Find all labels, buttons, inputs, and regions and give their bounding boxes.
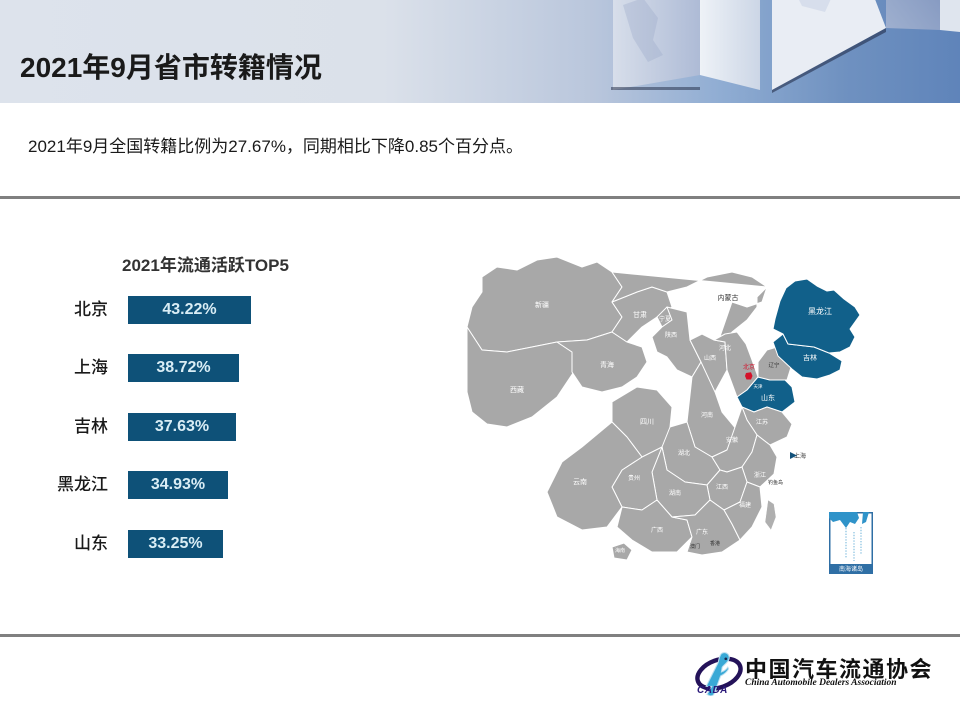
svg-text:黑龙江: 黑龙江	[808, 306, 832, 316]
svg-text:天津: 天津	[754, 383, 763, 390]
svg-text:湖北: 湖北	[678, 449, 690, 457]
svg-text:河南: 河南	[701, 411, 713, 419]
svg-text:甘肃: 甘肃	[633, 310, 647, 319]
svg-text:辽宁: 辽宁	[768, 361, 780, 369]
svg-text:青海: 青海	[600, 360, 614, 369]
svg-text:香港: 香港	[710, 540, 720, 547]
svg-text:广西: 广西	[651, 526, 663, 534]
svg-text:云南: 云南	[573, 477, 587, 486]
svg-text:山西: 山西	[704, 354, 716, 362]
svg-text:江苏: 江苏	[756, 418, 768, 426]
svg-text:河北: 河北	[719, 344, 731, 352]
svg-text:宁夏: 宁夏	[659, 315, 671, 323]
svg-text:湖南: 湖南	[669, 489, 681, 497]
svg-text:海南: 海南	[615, 547, 625, 554]
svg-text:陕西: 陕西	[665, 331, 677, 339]
svg-text:四川: 四川	[640, 418, 654, 426]
svg-text:澳门: 澳门	[690, 543, 700, 550]
svg-text:山东: 山东	[761, 393, 775, 402]
svg-text:吉林: 吉林	[803, 353, 817, 362]
svg-text:福建: 福建	[739, 501, 751, 509]
svg-text:钓鱼岛: 钓鱼岛	[768, 479, 783, 486]
svg-text:贵州: 贵州	[628, 474, 640, 482]
svg-text:新疆: 新疆	[535, 300, 549, 309]
svg-text:北京: 北京	[743, 363, 755, 371]
svg-text:广东: 广东	[696, 528, 708, 536]
svg-text:内蒙古: 内蒙古	[718, 293, 739, 302]
svg-text:江西: 江西	[716, 484, 728, 491]
svg-text:安徽: 安徽	[726, 436, 738, 444]
svg-text:南海诸岛: 南海诸岛	[839, 565, 863, 573]
svg-text:西藏: 西藏	[510, 385, 524, 394]
svg-text:浙江: 浙江	[754, 471, 766, 479]
